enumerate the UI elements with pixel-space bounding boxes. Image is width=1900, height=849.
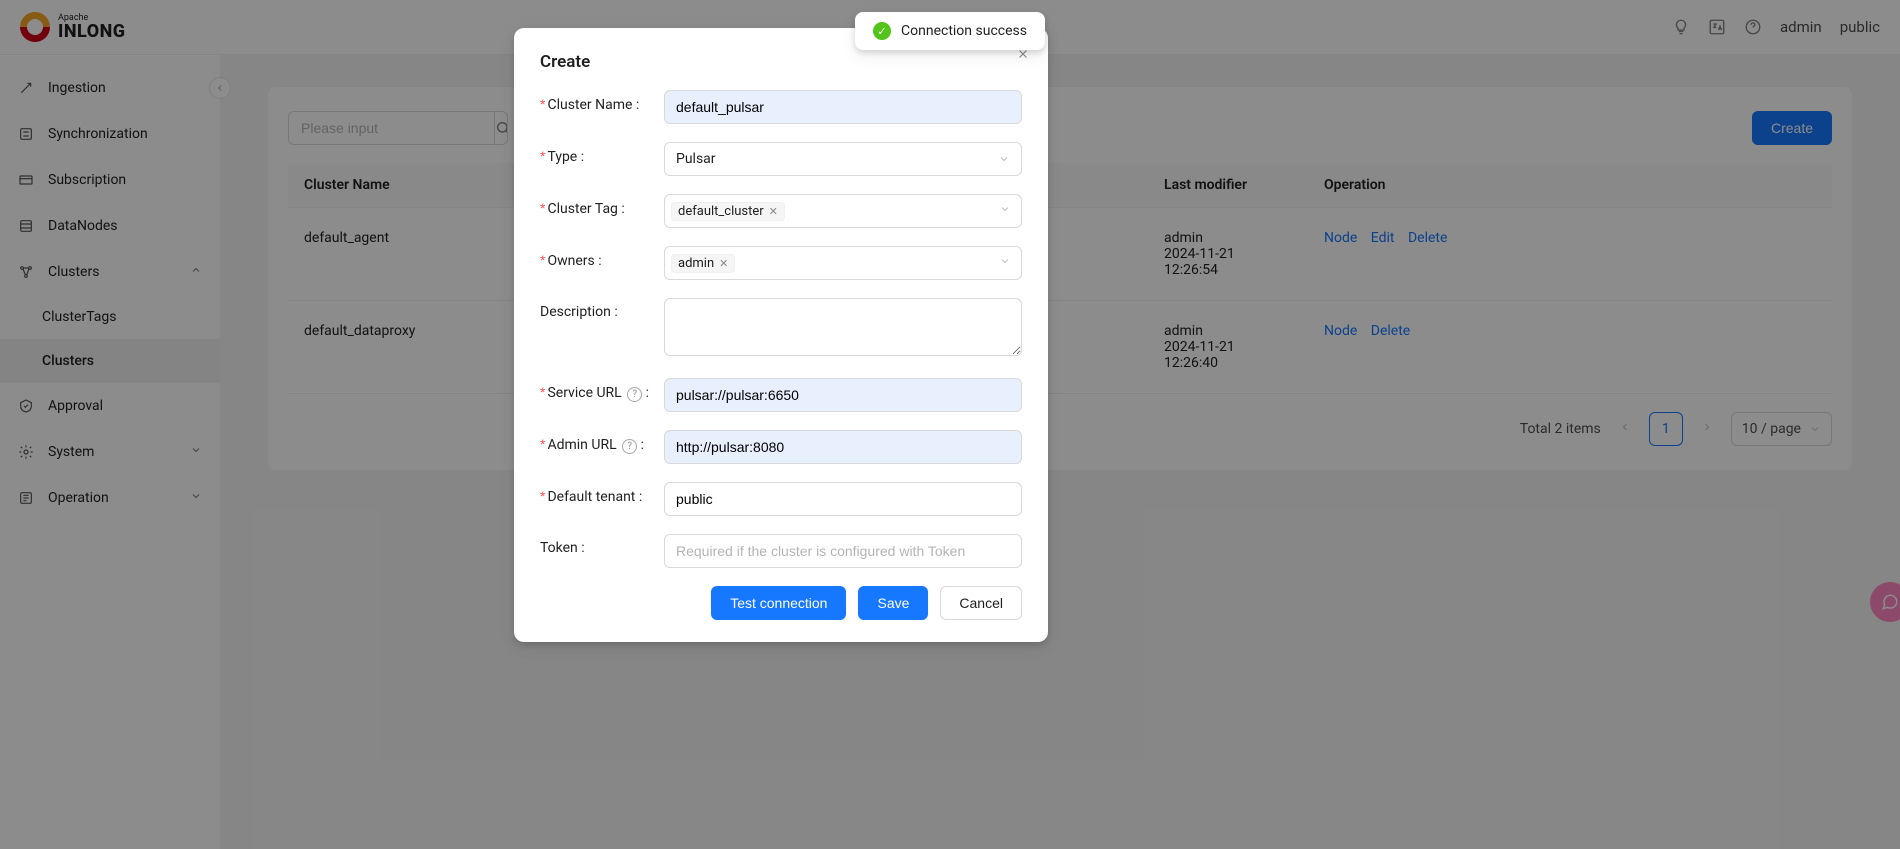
input-token[interactable] [664,534,1022,568]
label-cluster-tag: *Cluster Tag [540,194,664,217]
label-default-tenant: *Default tenant [540,482,664,505]
tag-owner: admin ✕ [671,254,735,273]
label-type: *Type [540,142,664,165]
help-icon[interactable]: ? [627,387,642,402]
label-cluster-name: *Cluster Name [540,90,664,113]
label-service-url: *Service URL ? : [540,378,664,402]
label-owners: *Owners [540,246,664,269]
tag-remove[interactable]: ✕ [769,205,778,218]
cancel-button[interactable]: Cancel [940,586,1022,620]
chevron-down-icon [999,255,1011,271]
select-cluster-tag[interactable]: default_cluster ✕ [664,194,1022,228]
create-modal: Create *Cluster Name *Type Pulsar *Clust… [514,28,1048,642]
select-type[interactable]: Pulsar [664,142,1022,176]
input-default-tenant[interactable] [664,482,1022,516]
label-admin-url: *Admin URL ? : [540,430,664,454]
textarea-description[interactable] [664,298,1022,356]
help-icon[interactable]: ? [622,439,637,454]
label-description: Description [540,298,664,320]
chevron-down-icon [999,203,1011,219]
save-button[interactable]: Save [858,586,928,620]
tag-cluster-tag: default_cluster ✕ [671,202,785,221]
select-owners[interactable]: admin ✕ [664,246,1022,280]
chevron-down-icon [998,153,1010,165]
toast-text: Connection success [901,23,1027,39]
success-icon: ✓ [873,22,891,40]
modal-footer: Test connection Save Cancel [540,586,1022,620]
input-service-url[interactable] [664,378,1022,412]
test-connection-button[interactable]: Test connection [711,586,846,620]
toast: ✓ Connection success [855,12,1045,50]
tag-remove[interactable]: ✕ [719,257,728,270]
input-cluster-name[interactable] [664,90,1022,124]
modal-title: Create [540,52,1022,72]
select-type-value: Pulsar [676,151,716,167]
label-token: Token [540,534,664,556]
input-admin-url[interactable] [664,430,1022,464]
